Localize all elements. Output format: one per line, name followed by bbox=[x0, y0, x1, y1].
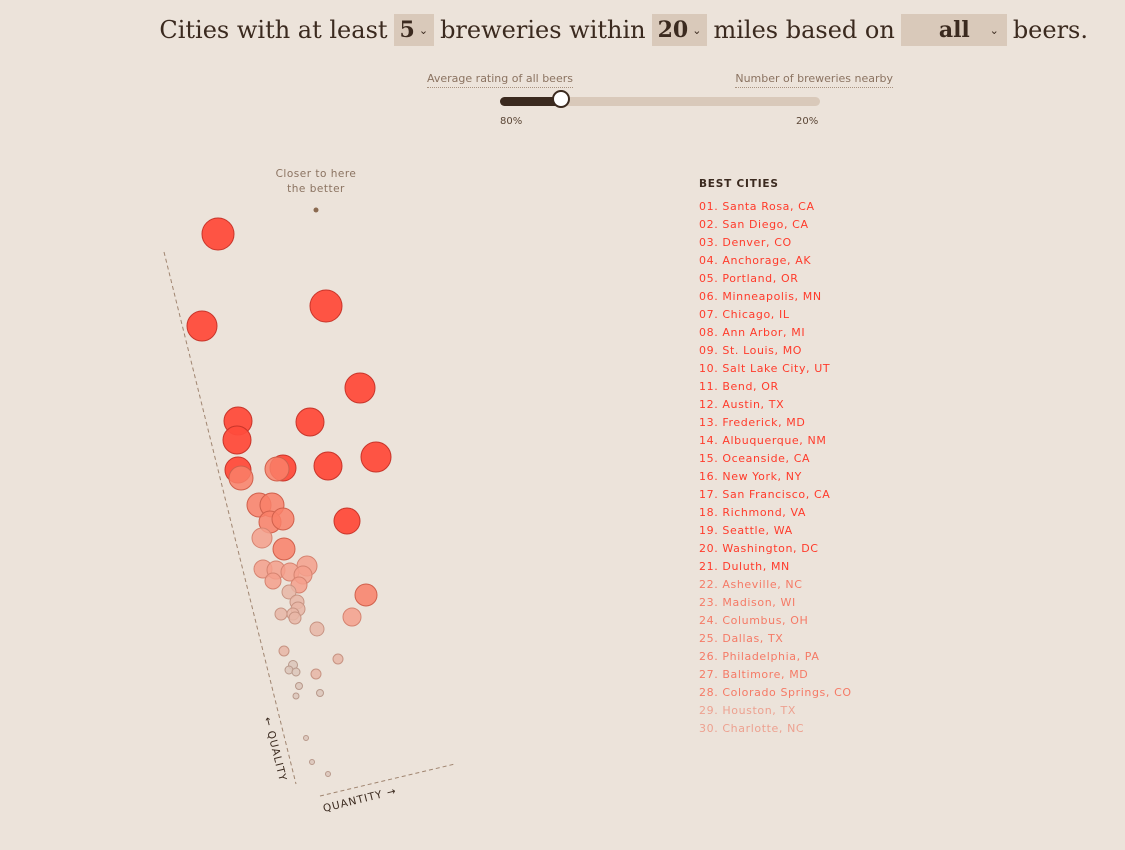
city-list-item[interactable]: 19. Seattle, WA bbox=[699, 524, 793, 537]
city-dot[interactable] bbox=[295, 407, 325, 437]
city-list-item[interactable]: 27. Baltimore, MD bbox=[699, 668, 809, 681]
quantity-axis-line bbox=[319, 763, 456, 797]
city-list-item[interactable]: 24. Columbus, OH bbox=[699, 614, 809, 627]
city-dot[interactable] bbox=[228, 465, 254, 491]
city-list-item[interactable]: 28. Colorado Springs, CO bbox=[699, 686, 852, 699]
city-dot[interactable] bbox=[344, 372, 376, 404]
slider-label-breweries: Number of breweries nearby bbox=[735, 72, 893, 88]
city-list-item[interactable]: 29. Houston, TX bbox=[699, 704, 796, 717]
quality-axis-line bbox=[163, 251, 297, 785]
quality-axis-label: ← QUALITY bbox=[261, 716, 289, 783]
target-note-line2: the better bbox=[287, 183, 345, 195]
min-breweries-select[interactable]: 5 ⌄ bbox=[393, 14, 435, 46]
beer-filter-select[interactable]: all ⌄ bbox=[900, 14, 1007, 46]
city-list-item[interactable]: 02. San Diego, CA bbox=[699, 218, 809, 231]
city-dot[interactable] bbox=[332, 653, 344, 665]
city-dot[interactable] bbox=[288, 611, 302, 625]
headline-text-4: beers. bbox=[1012, 16, 1088, 44]
min-breweries-value: 5 bbox=[399, 17, 415, 43]
city-dot[interactable] bbox=[274, 607, 288, 621]
city-list-item[interactable]: 18. Richmond, VA bbox=[699, 506, 807, 519]
city-dot[interactable] bbox=[354, 583, 378, 607]
best-cities-list: 01. Santa Rosa, CA 02. San Diego, CA 03. D… bbox=[699, 198, 852, 738]
target-note-line1: Closer to here bbox=[276, 168, 357, 180]
city-dot[interactable] bbox=[222, 425, 252, 455]
city-list-item[interactable]: 30. Charlotte, NC bbox=[699, 722, 805, 735]
city-list-item[interactable]: 21. Duluth, MN bbox=[699, 560, 790, 573]
city-list-item[interactable]: 05. Portland, OR bbox=[699, 272, 799, 285]
miles-select[interactable]: 20 ⌄ bbox=[651, 14, 708, 46]
best-cities-panel: BEST CITIES 01. Santa Rosa, CA 02. San Di… bbox=[699, 178, 852, 738]
slider-label-rating: Average rating of all beers bbox=[427, 72, 573, 88]
city-dot[interactable] bbox=[325, 771, 331, 777]
city-dot[interactable] bbox=[281, 584, 297, 600]
city-list-item[interactable]: 26. Philadelphia, PA bbox=[699, 650, 820, 663]
city-dot[interactable] bbox=[342, 607, 362, 627]
weight-slider: Average rating of all beers Number of br… bbox=[427, 70, 893, 130]
city-dot[interactable] bbox=[316, 689, 324, 697]
slider-fill bbox=[500, 97, 561, 106]
city-dot[interactable] bbox=[309, 289, 343, 323]
city-list-item[interactable]: 01. Santa Rosa, CA bbox=[699, 200, 815, 213]
city-dot[interactable] bbox=[310, 668, 322, 680]
city-dot[interactable] bbox=[309, 621, 325, 637]
city-list-item[interactable]: 12. Austin, TX bbox=[699, 398, 785, 411]
city-list-item[interactable]: 14. Albuquerque, NM bbox=[699, 434, 827, 447]
city-dot[interactable] bbox=[201, 217, 235, 251]
city-list-item[interactable]: 11. Bend, OR bbox=[699, 380, 779, 393]
headline-text-3: miles based on bbox=[713, 16, 895, 44]
city-list-item[interactable]: 15. Oceanside, CA bbox=[699, 452, 811, 465]
city-list-item[interactable]: 04. Anchorage, AK bbox=[699, 254, 812, 267]
city-list-item[interactable]: 23. Madison, WI bbox=[699, 596, 796, 609]
city-dot[interactable] bbox=[309, 759, 315, 765]
headline: Cities with at least 5 ⌄ breweries within… bbox=[159, 14, 1088, 46]
city-list-item[interactable]: 09. St. Louis, MO bbox=[699, 344, 803, 357]
best-cities-title: BEST CITIES bbox=[699, 178, 779, 190]
city-list-item[interactable]: 16. New York, NY bbox=[699, 470, 802, 483]
headline-text-1: Cities with at least bbox=[159, 16, 388, 44]
city-list-item[interactable]: 20. Washington, DC bbox=[699, 542, 819, 555]
city-dot[interactable] bbox=[278, 645, 290, 657]
city-list-item[interactable]: 08. Ann Arbor, MI bbox=[699, 326, 806, 339]
miles-value: 20 bbox=[657, 17, 689, 43]
city-list-item[interactable]: 25. Dallas, TX bbox=[699, 632, 784, 645]
city-dot[interactable] bbox=[313, 451, 343, 481]
city-dot[interactable] bbox=[360, 441, 392, 473]
city-list-item[interactable]: 07. Chicago, IL bbox=[699, 308, 790, 321]
city-dot[interactable] bbox=[295, 682, 303, 690]
scatter-plot: Closer to here the better ← QUALITY QUAN… bbox=[163, 168, 456, 815]
chevron-down-icon: ⌄ bbox=[418, 23, 429, 37]
slider-value-breweries: 20% bbox=[796, 116, 819, 127]
city-dot[interactable] bbox=[186, 310, 218, 342]
city-dot[interactable] bbox=[251, 527, 273, 549]
city-list-item[interactable]: 03. Denver, CO bbox=[699, 236, 792, 249]
quantity-axis-label: QUANTITY → bbox=[322, 785, 398, 815]
slider-track[interactable] bbox=[500, 97, 820, 106]
chevron-down-icon: ⌄ bbox=[692, 23, 702, 37]
chevron-down-icon: ⌄ bbox=[989, 23, 999, 37]
city-dot[interactable] bbox=[291, 667, 301, 677]
slider-value-rating: 80% bbox=[500, 116, 523, 127]
city-list-item[interactable]: 10. Salt Lake City, UT bbox=[699, 362, 831, 375]
headline-text-2: breweries within bbox=[440, 16, 646, 44]
city-dot[interactable] bbox=[303, 735, 309, 741]
slider-handle[interactable] bbox=[551, 90, 570, 108]
city-dot[interactable] bbox=[292, 692, 300, 700]
city-dot[interactable] bbox=[264, 572, 282, 590]
city-dot[interactable] bbox=[333, 507, 361, 535]
city-dot[interactable] bbox=[272, 537, 296, 561]
city-list-item[interactable]: 22. Asheville, NC bbox=[699, 578, 803, 591]
city-list-item[interactable]: 17. San Francisco, CA bbox=[699, 488, 831, 501]
city-list-item[interactable]: 06. Minneapolis, MN bbox=[699, 290, 822, 303]
city-dot[interactable] bbox=[264, 456, 290, 482]
city-list-item[interactable]: 13. Frederick, MD bbox=[699, 416, 806, 429]
city-dot[interactable] bbox=[271, 507, 295, 531]
beer-filter-value: all bbox=[938, 17, 970, 43]
target-point bbox=[313, 207, 319, 213]
city-dots bbox=[186, 217, 392, 777]
